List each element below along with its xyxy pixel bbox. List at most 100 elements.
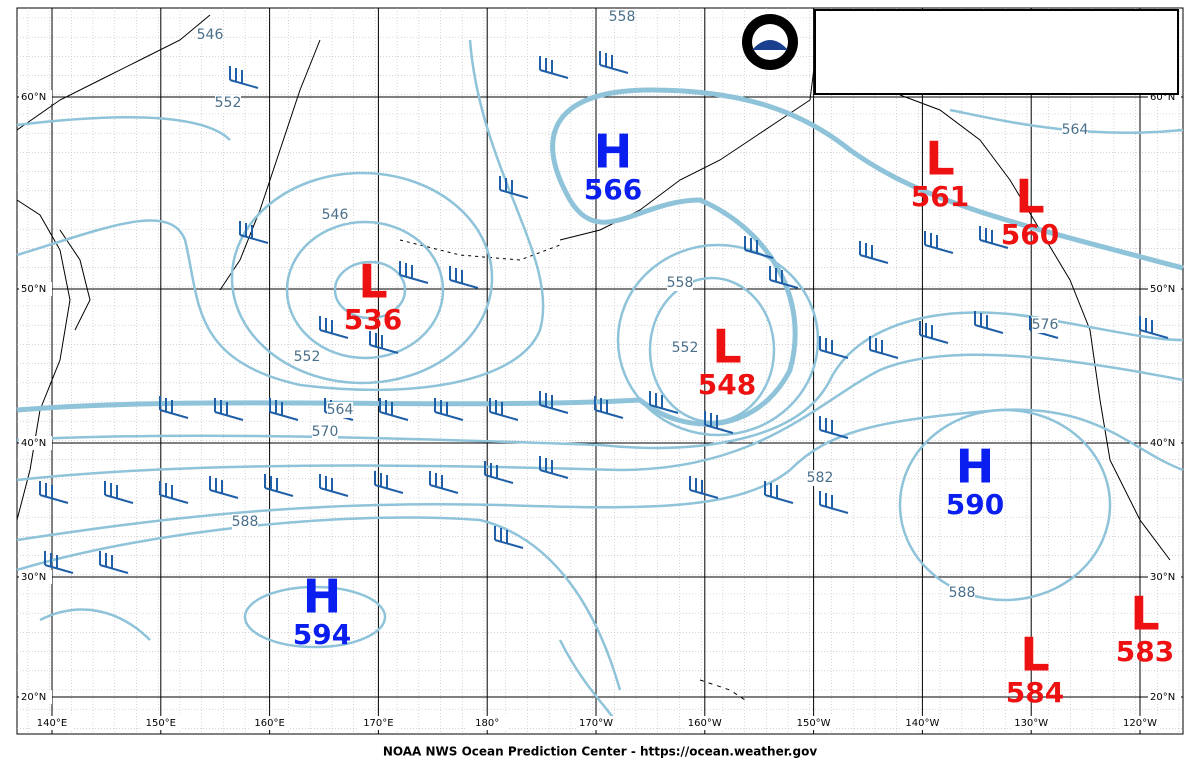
coast bbox=[219, 39, 321, 291]
contour-label: 546 bbox=[197, 27, 224, 43]
contour-label: 576 bbox=[1032, 317, 1059, 333]
contour-label: 564 bbox=[1062, 122, 1089, 138]
contour bbox=[16, 516, 622, 691]
wind-barb bbox=[539, 456, 569, 479]
center-value: 594 bbox=[293, 618, 351, 651]
center-symbol: L bbox=[1130, 587, 1159, 641]
wind-barb bbox=[764, 481, 794, 504]
center-symbol: H bbox=[956, 440, 995, 494]
contour-label: 582 bbox=[807, 470, 834, 486]
contour bbox=[616, 243, 820, 437]
wind-barb bbox=[399, 261, 429, 284]
latitude-label: 50°N bbox=[1150, 284, 1175, 295]
wind-barb bbox=[214, 398, 244, 421]
contour-label: 558 bbox=[609, 9, 636, 25]
label-bg bbox=[1062, 122, 1088, 138]
wind-barb bbox=[869, 336, 899, 359]
wind-barb bbox=[159, 396, 189, 419]
center-symbol: L bbox=[1015, 170, 1044, 224]
label-bg bbox=[322, 207, 348, 223]
center-value: 561 bbox=[911, 180, 969, 213]
contour bbox=[16, 353, 1184, 482]
label-bg bbox=[672, 340, 698, 356]
center-value: 566 bbox=[584, 173, 642, 206]
label-bg bbox=[902, 716, 943, 730]
wind-barb bbox=[229, 66, 259, 89]
label-bg bbox=[1032, 317, 1058, 333]
wind-barb bbox=[919, 321, 949, 344]
wind-barb bbox=[979, 226, 1009, 249]
contour bbox=[16, 408, 1184, 542]
coast bbox=[16, 199, 71, 521]
label-bg bbox=[215, 95, 241, 111]
wind-barb bbox=[539, 391, 569, 414]
label-bg bbox=[1148, 690, 1181, 704]
wind-barb bbox=[859, 241, 889, 264]
label-bg bbox=[949, 585, 975, 601]
wind-barb bbox=[159, 481, 189, 504]
wind-barb bbox=[319, 474, 349, 497]
contour-label: 552 bbox=[672, 340, 699, 356]
contour bbox=[285, 220, 445, 360]
wind-barb bbox=[649, 391, 679, 414]
longitude-label: 160°W bbox=[688, 718, 722, 729]
latitude-label: 30°N bbox=[21, 572, 46, 583]
longitude-label: 140°W bbox=[905, 718, 939, 729]
wind-barb bbox=[1139, 316, 1169, 339]
wind-barb bbox=[1029, 316, 1059, 339]
wind-barb bbox=[484, 461, 514, 484]
label-bg bbox=[19, 690, 52, 704]
wind-barb bbox=[689, 476, 719, 499]
longitude-label: 150°W bbox=[797, 718, 831, 729]
coast bbox=[16, 14, 211, 131]
label-bg bbox=[232, 514, 258, 530]
center-value: 548 bbox=[698, 368, 756, 401]
contour bbox=[16, 39, 545, 392]
label-bg bbox=[294, 349, 320, 365]
label-bg bbox=[467, 716, 508, 730]
longitude-label: 180° bbox=[475, 718, 499, 729]
contour-label: 552 bbox=[215, 95, 242, 111]
center-symbol: L bbox=[925, 132, 954, 186]
latitude-label: 60°N bbox=[1150, 92, 1175, 103]
wind-barbs bbox=[39, 51, 1169, 574]
longitude-label: 130°W bbox=[1014, 718, 1048, 729]
label-bg bbox=[1120, 716, 1160, 730]
contour bbox=[243, 585, 387, 649]
label-bg bbox=[576, 716, 616, 730]
latitude-label: 40°N bbox=[1150, 438, 1175, 449]
latitude-label: 60°N bbox=[21, 92, 46, 103]
wind-barb bbox=[44, 551, 74, 574]
wind-barb bbox=[99, 551, 129, 574]
contour-label: 588 bbox=[949, 585, 976, 601]
wind-barb bbox=[924, 231, 954, 254]
label-bg bbox=[19, 436, 52, 450]
wind-barb bbox=[744, 236, 774, 259]
wind-barb bbox=[434, 398, 464, 421]
center-value: 560 bbox=[1001, 218, 1059, 251]
wind-barb bbox=[974, 311, 1004, 334]
longitude-label: 170°W bbox=[579, 718, 613, 729]
label-bg bbox=[793, 716, 834, 730]
contour bbox=[230, 171, 494, 385]
footer: NOAA NWS Ocean Prediction Center - https… bbox=[383, 745, 817, 759]
label-bg bbox=[327, 402, 353, 418]
contour-label: 552 bbox=[294, 349, 321, 365]
wind-barb bbox=[819, 416, 849, 439]
label-bg bbox=[19, 90, 52, 104]
wind-barb bbox=[819, 336, 849, 359]
center-symbol: H bbox=[303, 570, 342, 624]
wind-barb bbox=[369, 331, 399, 354]
contour-label: 564 bbox=[327, 402, 354, 418]
label-bg bbox=[249, 716, 290, 730]
contour-label: 546 bbox=[322, 207, 349, 223]
label-bg bbox=[19, 282, 52, 296]
wind-barb bbox=[374, 471, 404, 494]
contour bbox=[39, 608, 151, 641]
center-symbol: H bbox=[594, 125, 633, 179]
wind-barb bbox=[269, 398, 299, 421]
center-value: 536 bbox=[344, 303, 402, 336]
wind-barb bbox=[499, 176, 529, 199]
longitude-label: 150°E bbox=[146, 718, 176, 729]
center-symbol: L bbox=[1020, 628, 1049, 682]
